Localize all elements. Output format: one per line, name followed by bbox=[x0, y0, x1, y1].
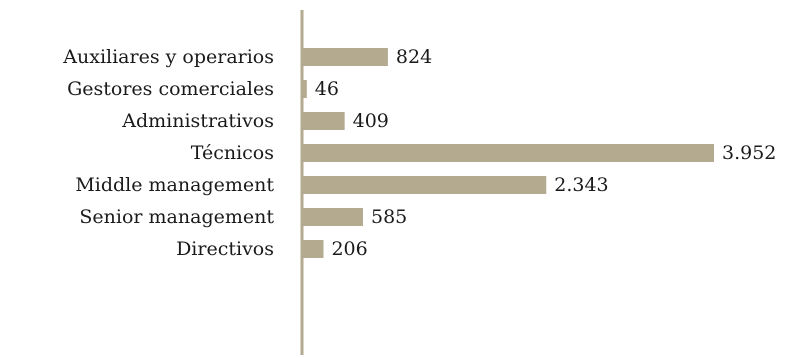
category-labels-group: Auxiliares y operarios Gestores comercial… bbox=[62, 46, 274, 260]
value-label: 46 bbox=[315, 78, 339, 100]
category-label: Senior management bbox=[79, 206, 274, 228]
value-label: 206 bbox=[331, 238, 367, 260]
value-label: 824 bbox=[396, 46, 432, 68]
value-label: 2.343 bbox=[554, 174, 608, 196]
bar-1 bbox=[302, 80, 307, 98]
category-label: Gestores comerciales bbox=[67, 78, 274, 100]
bar-5 bbox=[302, 208, 363, 226]
bar-2 bbox=[302, 112, 345, 130]
value-label: 3.952 bbox=[722, 142, 776, 164]
bar-0 bbox=[302, 48, 388, 66]
value-label: 409 bbox=[353, 110, 389, 132]
category-label: Middle management bbox=[75, 174, 274, 196]
category-label: Administrativos bbox=[121, 110, 274, 132]
bar-4 bbox=[302, 176, 547, 194]
bar-3 bbox=[302, 144, 714, 162]
bars-group bbox=[302, 48, 714, 258]
category-label: Directivos bbox=[176, 238, 274, 260]
value-label: 585 bbox=[371, 206, 407, 228]
category-label: Auxiliares y operarios bbox=[62, 46, 274, 68]
category-label: Técnicos bbox=[191, 142, 274, 164]
bar-6 bbox=[302, 240, 324, 258]
